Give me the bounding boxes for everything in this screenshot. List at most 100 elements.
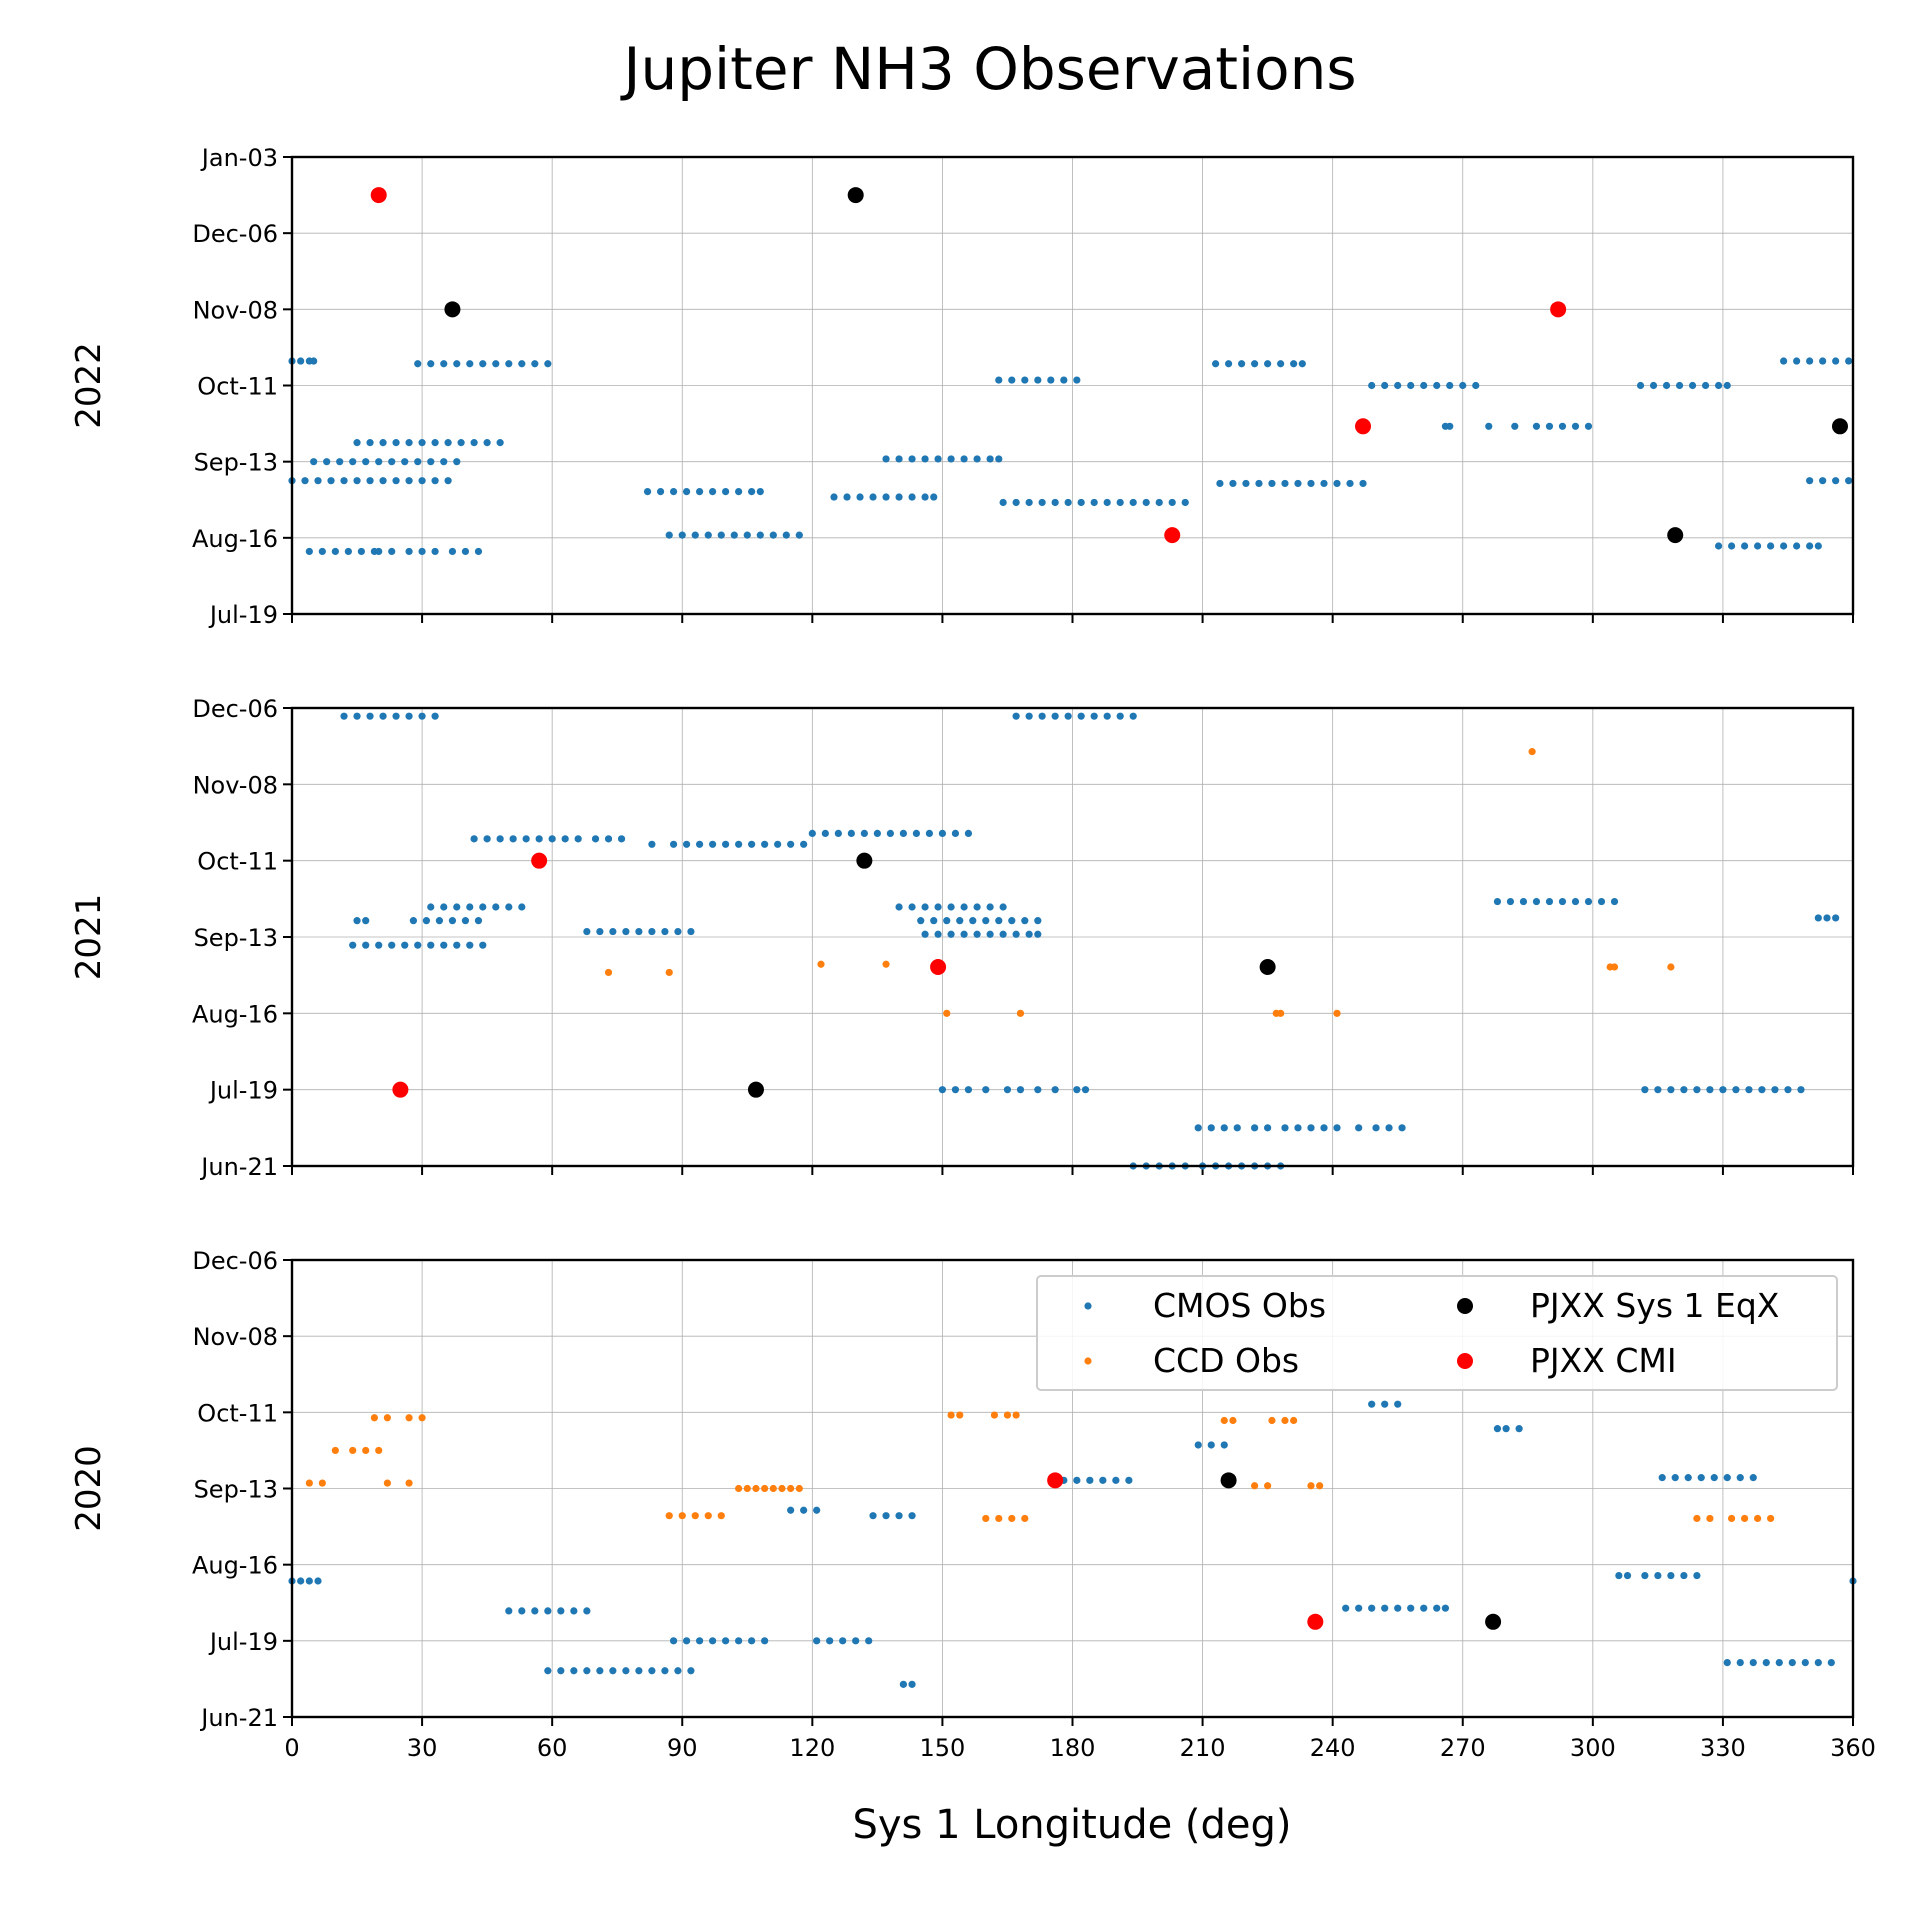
panel-2021: Jun-21 Jul-19 Aug-16 Sep-13 Oct-11 Nov-08 Dec-… [69,695,1855,1181]
cmos-obs-point [470,835,478,843]
cmos-obs-point [682,487,691,496]
cmos-obs-point [1801,1658,1809,1667]
cmos-obs-point [934,455,942,463]
x-tick-label: 360 [1830,1734,1876,1762]
cmos-obs-point [1073,1086,1081,1094]
cmos-obs-point [1762,1658,1770,1667]
cmos-obs-point [474,917,483,925]
cmos-obs-point [1155,498,1163,507]
cmos-obs-point [995,455,1003,463]
cmos-obs-point [440,903,448,911]
cmos-obs-point [392,439,400,447]
cmos-obs-point [856,493,864,501]
cmos-obs-point [461,917,470,925]
cmos-obs-point [899,1680,907,1688]
cmos-obs-point [1788,1658,1796,1667]
y-tick-label: Jan-03 [200,144,278,172]
cmos-obs-point [418,547,426,556]
cmos-obs-point [1506,897,1515,906]
cmos-obs-point [1433,1604,1441,1612]
cmos-obs-point [1749,1658,1757,1667]
cmos-obs-point [956,917,964,925]
cmos-obs-point [934,903,942,911]
cmos-obs-point [591,835,600,843]
cmos-obs-point [1034,1086,1042,1094]
cmi-point [1550,301,1567,318]
panel-frame [290,155,1855,616]
y-tick-label: Jun-21 [199,1153,278,1181]
y-tick-label: Jul-19 [208,1628,278,1656]
cmos-obs-point [921,903,929,911]
cmos-obs-point [1615,1571,1623,1580]
cmos-obs-point [557,1607,565,1615]
y-tick-label: Dec-06 [192,1247,278,1275]
cmos-obs-point [1381,1400,1389,1408]
cmos-obs-point [709,487,717,496]
ccd-obs-point [678,1512,686,1520]
ccd-obs-point [1277,1009,1285,1017]
cmos-obs-point [1684,1474,1692,1482]
cmos-obs-point [704,531,712,539]
cmos-obs-point [1558,897,1567,906]
y-tick-label: Sep-13 [194,1476,278,1504]
cmos-obs-point [687,1667,695,1675]
cmos-obs-point [366,712,374,720]
y-tick-label: Jul-19 [208,1077,278,1105]
cmos-obs-point [1346,479,1354,488]
cmos-obs-point [1229,479,1237,488]
cmos-obs-point [466,903,474,911]
cmos-obs-point [1793,542,1801,550]
ccd-obs-point [1268,1416,1276,1425]
cmos-obs-point [695,840,704,848]
cmos-obs-point [353,477,361,485]
cmos-obs-point [917,917,925,925]
cmos-obs-point [1112,1476,1120,1484]
ccd-obs-point [1767,1514,1775,1523]
cmos-obs-point [1485,422,1493,430]
cmos-obs-point [1407,1604,1415,1612]
ccd-obs-point [305,1479,313,1487]
ccd-obs-point [947,1411,955,1419]
cmos-obs-point [379,439,387,447]
cmos-obs-point [1381,1604,1389,1612]
cmos-obs-point [947,903,955,911]
eqx-point [1667,527,1684,544]
cmos-obs-point [925,829,934,838]
cmos-obs-point [995,917,1003,925]
cmos-obs-point [682,840,691,848]
cmos-obs-point [418,477,426,485]
cmos-obs-point [1129,712,1137,720]
cmos-obs-point [1294,1124,1302,1132]
cmos-obs-point [908,455,916,463]
ccd-obs-point [743,1484,751,1493]
cmos-obs-point [297,1577,305,1585]
cmos-obs-point [1255,479,1263,488]
cmos-obs-point [375,547,383,556]
eqx-point [747,1081,764,1098]
cmos-obs-point [470,439,478,447]
cmos-obs-point [951,829,960,838]
cmos-obs-point [938,1086,947,1094]
cmos-obs-point [305,547,313,556]
cmos-obs-point [1394,1604,1402,1612]
cmos-obs-point [1667,1086,1675,1094]
cmos-obs-point [1034,376,1042,384]
cmos-obs-point [930,493,938,501]
cmos-obs-point [1545,897,1554,906]
cmos-obs-point [674,1667,682,1675]
cmos-obs-point [973,903,981,911]
cmos-obs-point [661,927,669,936]
ccd-obs-point [604,968,613,977]
cmos-obs-point [474,547,483,556]
cmos-obs-point [1433,381,1441,390]
y-tick-label: Aug-16 [192,1552,278,1580]
cmos-obs-point [1116,712,1124,720]
cmos-obs-point [899,829,907,838]
cmos-obs-point [1281,479,1289,488]
cmos-obs-point [1264,360,1272,368]
cmos-obs-point [518,903,526,911]
cmos-obs-point [1251,360,1259,368]
cmos-obs-point [522,835,530,843]
panel-2022: Jul-19 Aug-16 Sep-13 Oct-11 Nov-08 Dec-06 Jan-… [69,144,1855,629]
